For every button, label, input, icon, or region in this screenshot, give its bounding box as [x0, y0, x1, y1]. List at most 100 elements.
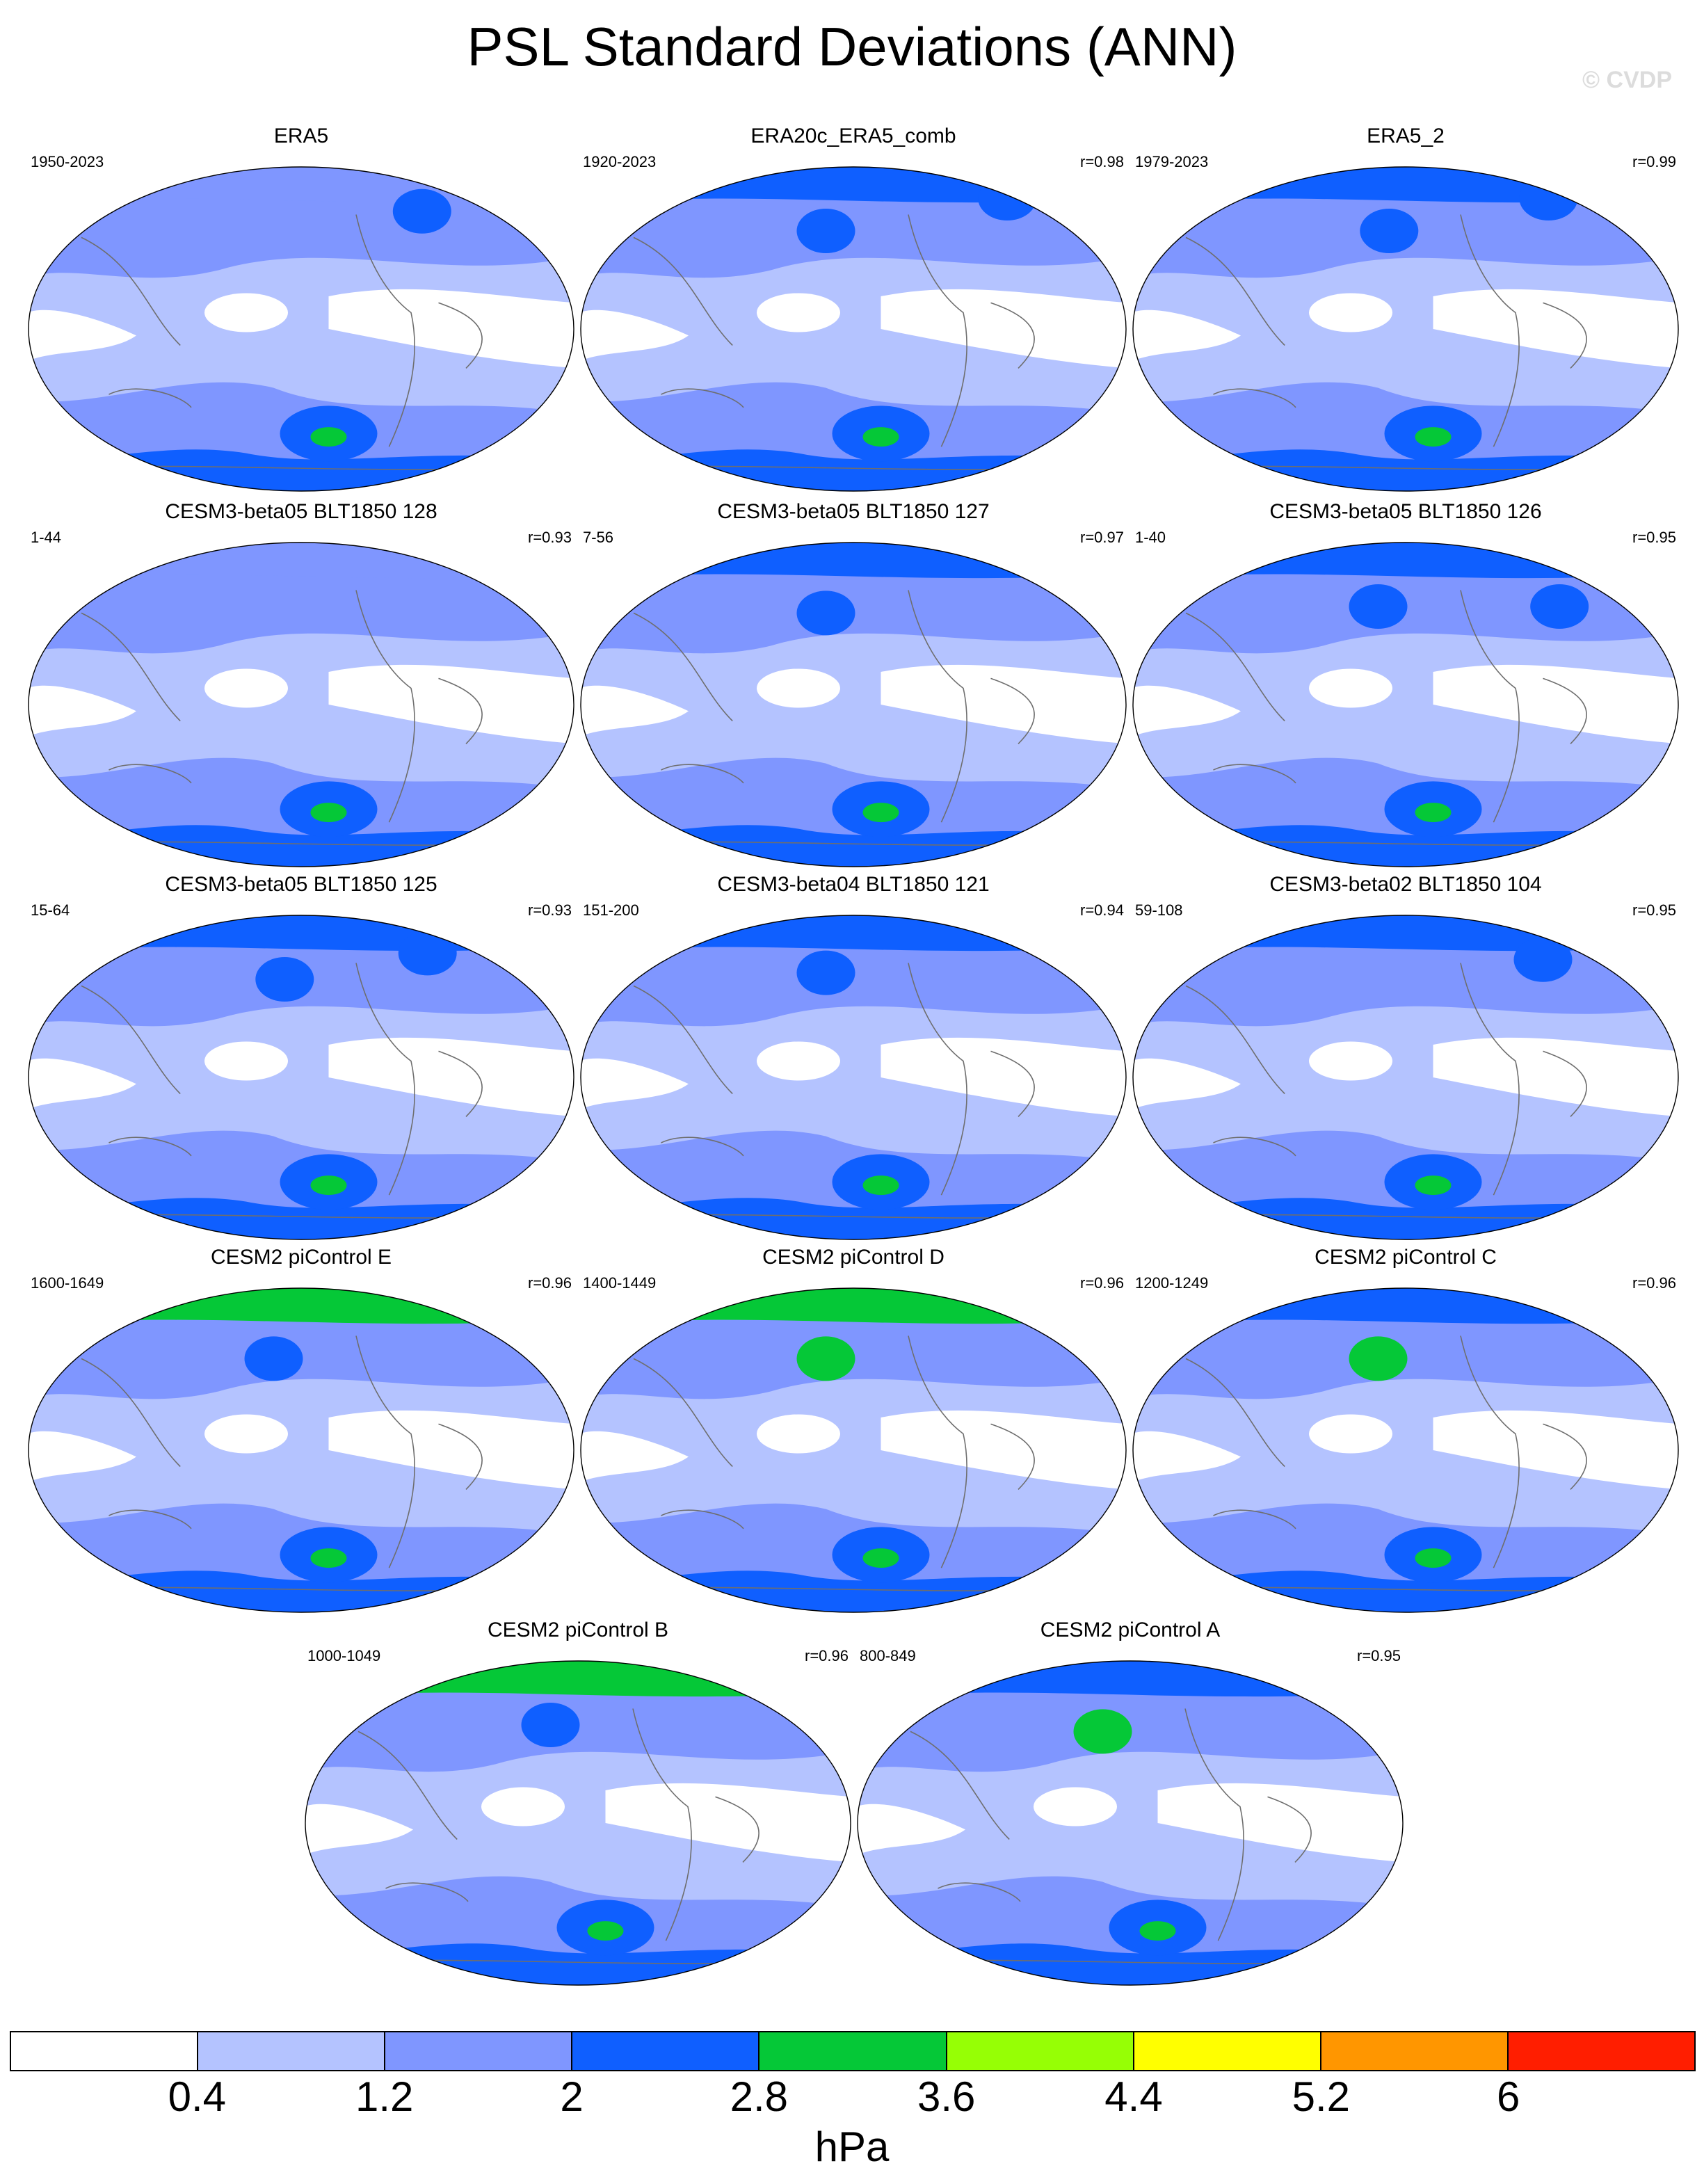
- contour-north-center: [1519, 176, 1578, 220]
- contour-polar-north: [1133, 543, 1678, 581]
- contour-north-center: [255, 957, 314, 1002]
- contour-low-indian: [858, 1804, 965, 1856]
- contour-south-core: [310, 427, 347, 447]
- contour-low-pacific: [204, 1041, 288, 1081]
- contour-low-atlantic: [1157, 1783, 1403, 1863]
- map-outline: [1132, 1287, 1679, 1613]
- map-panel: CESM2 piControl C 1200-1249 r=0.96: [1131, 1245, 1680, 1621]
- map-panel: CESM2 piControl B 1000-1049 r=0.96: [303, 1618, 853, 1993]
- contour-north-center: [1349, 1336, 1408, 1381]
- map-outline: [580, 542, 1127, 867]
- panel-title: ERA20c_ERA5_comb: [750, 125, 956, 147]
- contour-low-indian: [29, 1058, 136, 1110]
- contour-low-atlantic: [328, 664, 574, 744]
- contour-south-core: [1415, 1548, 1452, 1568]
- contour-north-center: [1360, 209, 1419, 253]
- contour-low-atlantic: [1433, 664, 1678, 744]
- map-outline: [580, 915, 1127, 1240]
- colorbar-units: hPa: [814, 2123, 890, 2170]
- projected-map: [28, 542, 574, 867]
- figure-title: PSL Standard Deviations (ANN): [467, 16, 1237, 77]
- projected-map: [28, 1287, 574, 1613]
- panel-correlation: r=0.95: [1632, 901, 1676, 919]
- projected-map: [857, 1660, 1404, 1986]
- contour-low-atlantic: [881, 289, 1126, 369]
- colorbar: [10, 2031, 1696, 2071]
- watermark: © CVDP: [1582, 67, 1672, 93]
- panel-years: 7-56: [583, 529, 614, 546]
- panel-title: CESM2 piControl E: [210, 1246, 392, 1269]
- map-outline: [305, 1660, 851, 1986]
- contour-low-atlantic: [1433, 1037, 1678, 1117]
- map-panel: ERA5 1950-2023: [26, 124, 576, 499]
- contour-low-pacific: [757, 668, 840, 708]
- map-outline: [1132, 542, 1679, 867]
- contour-low-indian: [1133, 1058, 1241, 1110]
- colorbar-segment: [572, 2032, 760, 2070]
- projected-map: [580, 166, 1127, 492]
- map-panel: CESM3-beta02 BLT1850 104 59-108 r=0.95: [1131, 872, 1680, 1248]
- colorbar-segment: [947, 2032, 1134, 2070]
- projected-map: [1132, 166, 1679, 492]
- contour-south-core: [1415, 1175, 1452, 1196]
- colorbar-tick-label: 3.6: [917, 2073, 976, 2120]
- colorbar-segment: [1508, 2032, 1694, 2070]
- colorbar-tick-label: 6: [1496, 2073, 1520, 2120]
- contour-low-indian: [29, 310, 136, 362]
- contour-north-center: [392, 188, 451, 234]
- projected-map: [1132, 542, 1679, 867]
- contour-north-center: [1513, 937, 1573, 982]
- contour-south-core: [862, 1175, 899, 1196]
- colorbar-segment: [1321, 2032, 1509, 2070]
- map-outline: [857, 1660, 1404, 1986]
- contour-low-atlantic: [328, 1410, 574, 1490]
- panel-correlation: r=0.95: [1632, 529, 1676, 546]
- contour-polar-north: [1133, 915, 1678, 954]
- panel-years: 800-849: [860, 1647, 916, 1664]
- contour-low-pacific: [204, 668, 288, 708]
- panel-years: 1400-1449: [583, 1274, 657, 1292]
- panel-title: CESM3-beta05 BLT1850 125: [165, 873, 437, 896]
- contour-low-indian: [29, 685, 136, 737]
- contour-polar-north: [29, 167, 574, 205]
- contour-north-center: [244, 1336, 303, 1381]
- contour-low-pacific: [1309, 1414, 1392, 1454]
- contour-polar-north: [29, 543, 574, 581]
- map-outline: [28, 915, 574, 1240]
- colorbar-segment: [1134, 2032, 1321, 2070]
- panel-years: 59-108: [1135, 901, 1183, 919]
- contour-polar-north: [581, 915, 1126, 954]
- contour-low-atlantic: [605, 1783, 851, 1863]
- contour-low-pacific: [204, 1414, 288, 1454]
- panel-correlation: r=0.97: [1080, 529, 1124, 546]
- panel-title: ERA5_2: [1367, 125, 1445, 147]
- panel-title: CESM3-beta02 BLT1850 104: [1269, 873, 1542, 896]
- contour-low-pacific: [1309, 668, 1392, 708]
- panel-correlation: r=0.93: [528, 529, 572, 546]
- contour-low-pacific: [1309, 293, 1392, 332]
- panel-title: CESM3-beta04 BLT1850 121: [717, 873, 990, 896]
- contour-low-atlantic: [328, 1037, 574, 1117]
- map-outline: [580, 1287, 1127, 1613]
- colorbar-segment: [198, 2032, 386, 2070]
- map-outline: [28, 1287, 574, 1613]
- panel-years: 15-64: [31, 901, 70, 919]
- map-outline: [1132, 915, 1679, 1240]
- map-panel: CESM3-beta05 BLT1850 125 15-64 r=0.93: [26, 872, 576, 1248]
- map-outline: [28, 166, 574, 492]
- colorbar-segment: [759, 2032, 947, 2070]
- contour-low-indian: [1133, 310, 1241, 362]
- contour-north-center: [1349, 584, 1408, 629]
- contour-south-core: [1415, 427, 1452, 447]
- projected-map: [305, 1660, 851, 1986]
- panel-title: CESM3-beta05 BLT1850 126: [1269, 500, 1542, 523]
- contour-south-core: [862, 803, 899, 823]
- contour-polar-north: [29, 1288, 574, 1326]
- contour-north-center: [796, 209, 855, 253]
- contour-south-core: [310, 803, 347, 823]
- projected-map: [580, 542, 1127, 867]
- contour-north-center: [796, 1336, 855, 1381]
- panel-years: 151-200: [583, 901, 639, 919]
- contour-low-pacific: [204, 293, 288, 332]
- colorbar-tick-label: 2.8: [730, 2073, 789, 2120]
